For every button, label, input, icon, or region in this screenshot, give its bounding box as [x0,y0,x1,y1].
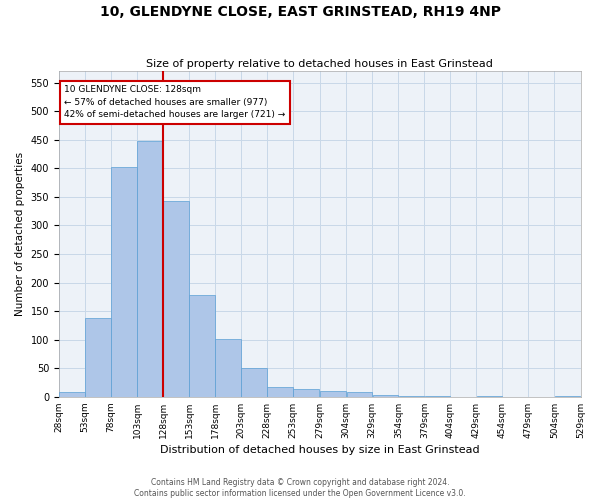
Bar [398,396,424,397]
Text: 10, GLENDYNE CLOSE, EAST GRINSTEAD, RH19 4NP: 10, GLENDYNE CLOSE, EAST GRINSTEAD, RH19… [100,5,500,19]
Bar [476,396,502,397]
Title: Size of property relative to detached houses in East Grinstead: Size of property relative to detached ho… [146,59,493,69]
Bar [425,396,450,397]
Bar [111,167,137,397]
Bar [268,387,293,397]
Text: 10 GLENDYNE CLOSE: 128sqm
← 57% of detached houses are smaller (977)
42% of semi: 10 GLENDYNE CLOSE: 128sqm ← 57% of detac… [64,86,286,119]
Bar [215,338,241,397]
Bar [241,368,267,397]
Bar [293,390,319,397]
Bar [373,394,398,397]
Bar [163,202,189,397]
Bar [137,141,163,397]
Y-axis label: Number of detached properties: Number of detached properties [15,152,25,316]
Bar [59,392,85,397]
Text: Contains HM Land Registry data © Crown copyright and database right 2024.
Contai: Contains HM Land Registry data © Crown c… [134,478,466,498]
Bar [347,392,372,397]
X-axis label: Distribution of detached houses by size in East Grinstead: Distribution of detached houses by size … [160,445,479,455]
Bar [320,391,346,397]
Bar [85,318,110,397]
Bar [555,396,580,397]
Bar [190,294,215,397]
